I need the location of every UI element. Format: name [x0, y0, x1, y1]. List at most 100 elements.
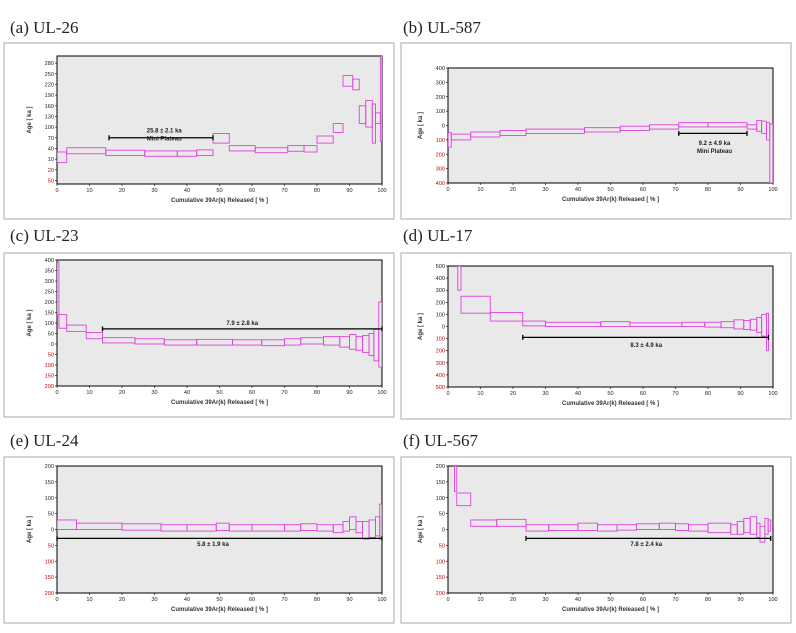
y-tick-label: 100 [45, 363, 54, 369]
y-tick-label: 0 [51, 528, 54, 534]
x-tick-label: 40 [184, 390, 190, 396]
step-box [352, 78, 360, 91]
y-tick-label: 200 [436, 464, 445, 470]
x-tick-label: 20 [510, 391, 516, 397]
y-tick-label: 200 [45, 384, 54, 390]
step-box [66, 324, 87, 332]
x-tick-label: 80 [705, 391, 711, 397]
x-tick-label: 80 [705, 187, 711, 193]
panel-title: (b) UL-587 [403, 18, 481, 37]
plot-area [447, 67, 774, 184]
y-tick-label: 100 [45, 125, 54, 131]
y-tick-label: 50 [48, 353, 54, 359]
plot-area [56, 259, 383, 387]
panel-title: (c) UL-23 [10, 226, 78, 245]
x-axis-label: Cumulative 39Ar(k) Released [ % ] [562, 197, 659, 203]
x-axis-label: Cumulative 39Ar(k) Released [ % ] [171, 607, 268, 613]
x-tick-label: 20 [119, 390, 125, 396]
x-tick-label: 30 [542, 391, 548, 397]
chart-panel-4: (d) UL-17 0 10 20 30 40 50 60 70 80 90 100 500 400 300… [400, 226, 792, 420]
x-tick-label: 0 [446, 597, 449, 603]
y-tick-label: 100 [45, 559, 54, 565]
y-tick-label: 50 [48, 178, 54, 184]
plateau-annotation: 8.3 ± 4.9 ka [630, 343, 662, 349]
x-tick-label: 80 [314, 597, 320, 603]
step-box [456, 492, 472, 507]
y-tick-label: 200 [436, 591, 445, 597]
x-tick-label: 80 [314, 390, 320, 396]
y-tick-label: 200 [45, 300, 54, 306]
x-tick-label: 60 [640, 391, 646, 397]
y-tick-label: 150 [45, 311, 54, 317]
x-tick-label: 90 [346, 597, 352, 603]
x-tick-label: 10 [86, 597, 92, 603]
plot-area [56, 55, 383, 185]
step-box [57, 261, 60, 316]
y-tick-label: 300 [436, 167, 445, 173]
step-box [85, 332, 103, 340]
y-tick-label: 200 [45, 464, 54, 470]
y-tick-label: 0 [442, 124, 445, 130]
x-tick-label: 10 [86, 188, 92, 194]
x-tick-label: 40 [184, 597, 190, 603]
x-tick-label: 10 [477, 187, 483, 193]
x-tick-label: 100 [768, 391, 777, 397]
x-tick-label: 0 [55, 390, 58, 396]
plot-area [447, 465, 774, 594]
y-tick-label: 220 [45, 82, 54, 88]
step-box [379, 56, 382, 142]
plateau-annotation: Mini Plateau [697, 149, 732, 155]
y-tick-label: 300 [436, 288, 445, 294]
y-tick-label: 250 [45, 290, 54, 296]
x-tick-label: 0 [446, 391, 449, 397]
y-axis-label: Age [ ka ] [418, 313, 424, 340]
x-tick-label: 90 [737, 187, 743, 193]
plateau-annotation: 9.2 ± 4.9 ka [699, 141, 731, 147]
x-tick-label: 30 [151, 390, 157, 396]
x-tick-label: 100 [377, 597, 386, 603]
y-tick-label: 20 [48, 168, 54, 174]
x-tick-label: 100 [377, 390, 386, 396]
x-tick-label: 0 [55, 188, 58, 194]
y-tick-label: 100 [436, 496, 445, 502]
x-tick-label: 90 [346, 188, 352, 194]
chart-panel-6: (f) UL-567 0 10 20 30 40 50 60 70 80 90 100 200 150 10… [400, 431, 792, 624]
x-tick-label: 50 [216, 188, 222, 194]
step-box [460, 295, 491, 314]
x-tick-label: 70 [672, 187, 678, 193]
x-tick-label: 50 [607, 391, 613, 397]
age-spectrum [57, 56, 382, 164]
step-box [496, 518, 527, 527]
y-tick-label: 200 [45, 591, 54, 597]
y-axis-label: Age [ ka ] [27, 106, 33, 133]
y-tick-label: 500 [436, 264, 445, 270]
x-tick-label: 90 [737, 597, 743, 603]
x-tick-label: 60 [249, 188, 255, 194]
step-box [57, 151, 68, 164]
age-spectrum [57, 261, 382, 368]
x-tick-label: 90 [346, 390, 352, 396]
x-tick-label: 70 [281, 188, 287, 194]
x-tick-label: 50 [216, 390, 222, 396]
y-tick-label: 100 [436, 138, 445, 144]
x-tick-label: 30 [542, 597, 548, 603]
chart-panel-1: (a) UL-26 0 10 20 30 40 50 60 70 80 90 100 280 250 220… [3, 18, 395, 220]
x-tick-label: 70 [281, 390, 287, 396]
y-tick-label: 350 [45, 269, 54, 275]
x-tick-label: 30 [151, 188, 157, 194]
age-spectrum [457, 266, 769, 352]
x-tick-label: 60 [249, 597, 255, 603]
x-tick-label: 60 [640, 597, 646, 603]
y-tick-label: 300 [436, 361, 445, 367]
y-tick-label: 250 [45, 72, 54, 78]
y-tick-label: 100 [436, 109, 445, 115]
y-tick-label: 400 [45, 258, 54, 264]
step-box [58, 314, 68, 329]
y-tick-label: 50 [48, 543, 54, 549]
y-tick-label: 500 [436, 385, 445, 391]
x-tick-label: 20 [510, 187, 516, 193]
y-tick-label: 300 [436, 80, 445, 86]
y-tick-label: 190 [45, 93, 54, 99]
x-tick-label: 20 [119, 188, 125, 194]
